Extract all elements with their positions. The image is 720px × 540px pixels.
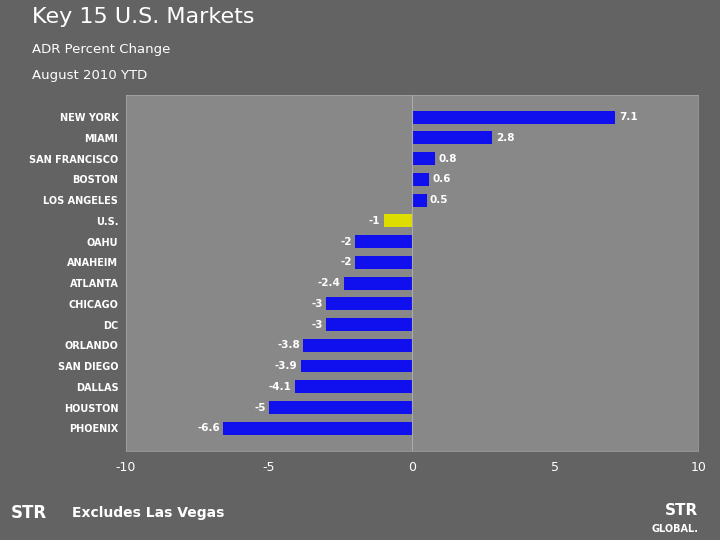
Text: 0.5: 0.5 [430, 195, 449, 205]
Text: -2: -2 [340, 258, 351, 267]
Bar [412, 152, 435, 165]
Text: 0.8: 0.8 [438, 153, 457, 164]
Bar [300, 360, 412, 373]
Text: -5: -5 [254, 402, 266, 413]
Bar [412, 131, 492, 144]
Bar [223, 422, 412, 435]
Bar [355, 256, 412, 269]
Text: -6.6: -6.6 [197, 423, 220, 433]
Text: -3: -3 [312, 320, 323, 329]
Text: -2.4: -2.4 [318, 278, 340, 288]
Text: Key 15 U.S. Markets: Key 15 U.S. Markets [32, 7, 255, 27]
Text: -1: -1 [369, 216, 380, 226]
Text: Excludes Las Vegas: Excludes Las Vegas [72, 506, 225, 520]
Text: STR: STR [11, 504, 47, 522]
Text: -3.9: -3.9 [274, 361, 297, 371]
Text: ADR Percent Change: ADR Percent Change [32, 43, 171, 56]
Text: -2: -2 [340, 237, 351, 247]
Text: 2.8: 2.8 [496, 133, 514, 143]
Bar [355, 235, 412, 248]
Bar [343, 276, 412, 289]
Bar [412, 111, 616, 124]
Text: -3: -3 [312, 299, 323, 309]
Bar [303, 339, 412, 352]
Text: 7.1: 7.1 [618, 112, 637, 122]
Text: August 2010 YTD: August 2010 YTD [32, 70, 148, 83]
Bar [384, 214, 412, 227]
Text: -4.1: -4.1 [269, 382, 292, 392]
Bar [412, 173, 429, 186]
Bar [269, 401, 412, 414]
Bar [412, 194, 426, 206]
Text: 0.6: 0.6 [433, 174, 451, 184]
Bar [326, 318, 412, 331]
Bar [295, 380, 412, 393]
Text: -3.8: -3.8 [277, 340, 300, 350]
Bar [326, 298, 412, 310]
Text: GLOBAL.: GLOBAL. [652, 524, 698, 534]
Text: STR: STR [665, 503, 698, 518]
